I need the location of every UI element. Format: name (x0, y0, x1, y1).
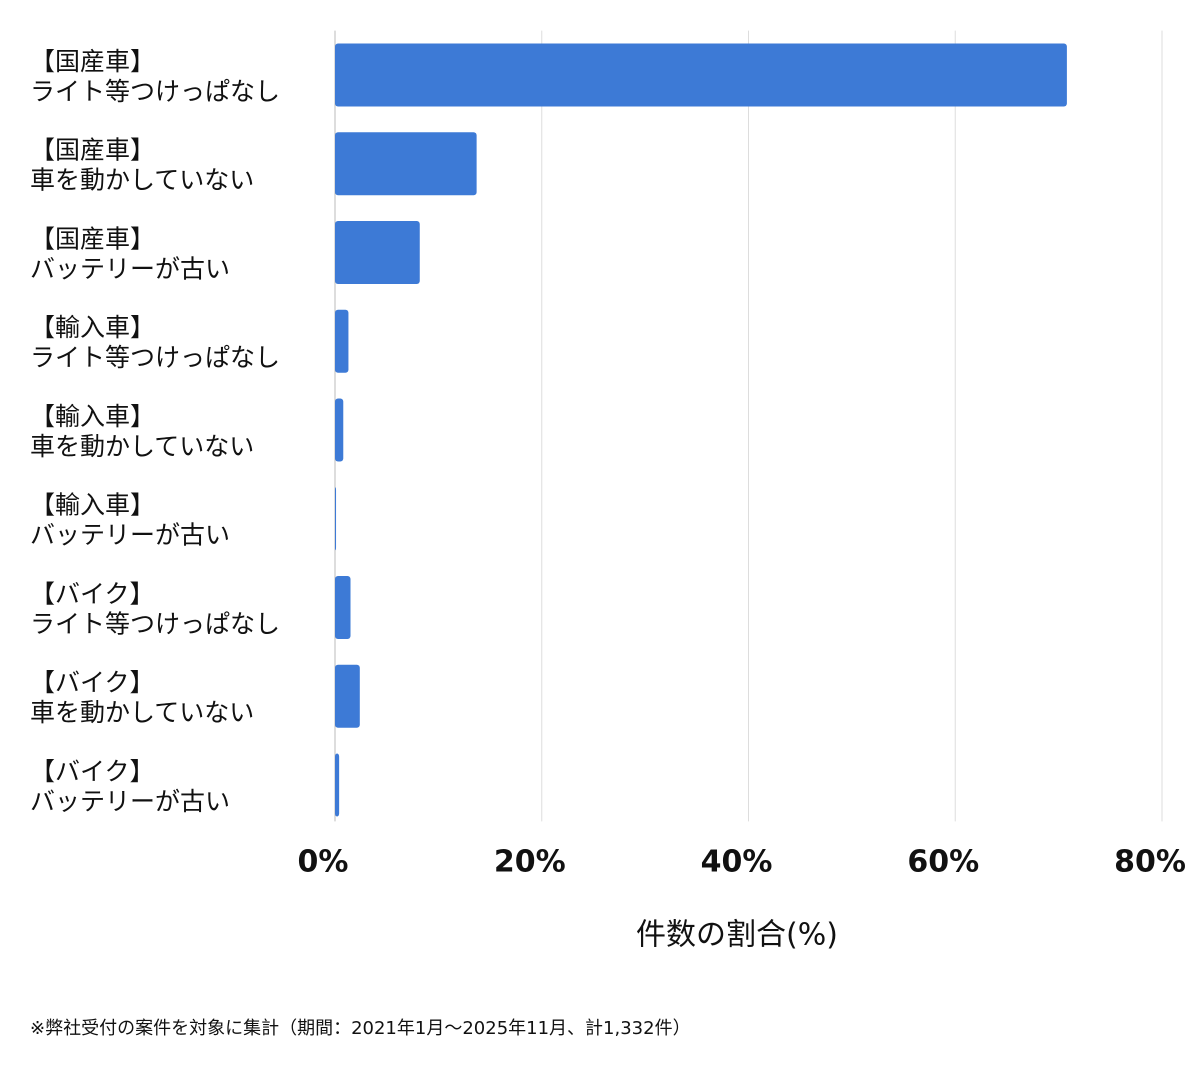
y-tick-label: 【バイク】 (30, 668, 155, 697)
x-tick-label: 60% (907, 845, 979, 880)
y-tick-label: 【バイク】 (30, 757, 155, 786)
bar (335, 575, 351, 639)
x-axis-title: 件数の割合(%) (636, 918, 838, 953)
x-tick-label: 0% (298, 845, 349, 880)
y-tick-label: 【バイク】 (30, 579, 155, 608)
y-tick-label: バッテリーが古い (30, 521, 230, 550)
x-tick-label: 40% (701, 845, 773, 880)
x-tick-label: 80% (1114, 845, 1186, 880)
y-tick-label: 車を動かしていない (30, 166, 254, 195)
y-tick-label: 車を動かしていない (30, 698, 254, 727)
y-tick-label: ライト等つけっぱなし (30, 77, 280, 106)
y-tick-label: 【輸入車】 (30, 313, 155, 342)
y-tick-label: 【輸入車】 (30, 402, 155, 431)
y-tick-label: 【国産車】 (30, 136, 155, 165)
y-tick-label: 【国産車】 (30, 224, 155, 253)
bar (335, 309, 349, 373)
x-tick-label: 20% (494, 845, 566, 880)
y-tick-label: 車を動かしていない (30, 432, 254, 461)
bar (335, 220, 420, 284)
footnote: ※弊社受付の案件を対象に集計（期間：2021年1月～2025年11月、計1,33… (30, 1018, 691, 1039)
bar (335, 398, 344, 462)
y-tick-label: 【輸入車】 (30, 491, 155, 520)
bar (335, 487, 337, 551)
bar (335, 753, 340, 817)
bar (335, 132, 477, 196)
bar (335, 43, 1067, 107)
y-tick-label: ライト等つけっぱなし (30, 609, 280, 638)
y-tick-label: バッテリーが古い (30, 787, 230, 816)
y-tick-label: 【国産車】 (30, 47, 155, 76)
bar (335, 664, 360, 728)
y-tick-label: バッテリーが古い (30, 254, 230, 283)
y-tick-label: ライト等つけっぱなし (30, 343, 280, 372)
